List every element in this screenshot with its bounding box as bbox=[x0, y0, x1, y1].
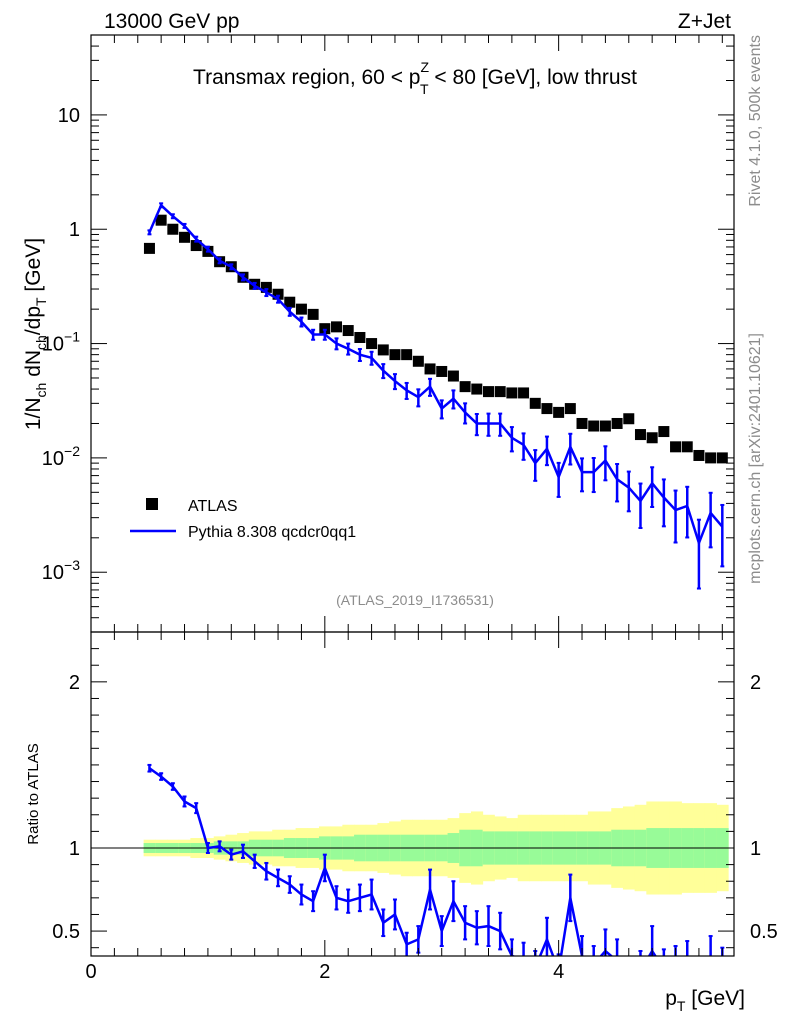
atlas-data-point bbox=[424, 363, 436, 375]
atlas-data-point bbox=[436, 365, 448, 377]
main-y-tick-label: 10−1 bbox=[42, 329, 80, 356]
atlas-data-point bbox=[143, 242, 155, 254]
ratio-frame bbox=[90, 631, 735, 957]
atlas-data-point bbox=[646, 432, 658, 444]
atlas-data-point bbox=[319, 323, 331, 335]
atlas-data-point bbox=[354, 331, 366, 343]
main-panel: 10−3 10−2 10−1 1 10 Transmax region, 60 < pZ… bbox=[22, 34, 735, 633]
atlas-data-point bbox=[541, 403, 553, 415]
atlas-data-point bbox=[284, 296, 296, 308]
pythia-series-line bbox=[148, 203, 724, 547]
ratio-panel: 0.5 0.5 1 1 2 2 0 2 4 Ratio to ATLAS pT [GeV] bbox=[25, 631, 778, 1014]
atlas-data-point bbox=[167, 223, 179, 235]
atlas-data-point bbox=[693, 449, 705, 461]
main-y-tick-label: 10−2 bbox=[42, 443, 80, 470]
atlas-data-point bbox=[518, 387, 530, 399]
plot-title: Transmax region, 60 < pZ T < 80 [GeV], lo… bbox=[193, 59, 637, 97]
legend: ATLAS Pythia 8.308 qcdcr0qq1 bbox=[130, 498, 356, 541]
atlas-data-point bbox=[190, 240, 202, 252]
ratio-y-tick-label-right: 1 bbox=[750, 838, 761, 860]
x-axis-label: pT [GeV] bbox=[665, 987, 745, 1014]
atlas-data-point bbox=[272, 288, 284, 300]
atlas-data-point bbox=[634, 429, 646, 441]
title-sup: Z bbox=[420, 59, 429, 75]
atlas-data-point bbox=[295, 303, 307, 315]
atlas-data-point bbox=[447, 370, 459, 382]
main-y-axis-label: 1/Nch dNch/dpT [GeV] bbox=[22, 238, 49, 430]
atlas-data-point bbox=[506, 387, 518, 399]
atlas-data-point bbox=[576, 417, 588, 429]
atlas-data-point bbox=[307, 308, 319, 320]
x-tick-label: 4 bbox=[553, 961, 564, 983]
header-process: Z+Jet bbox=[678, 10, 731, 33]
atlas-data-point bbox=[366, 338, 378, 350]
legend-atlas-marker bbox=[146, 498, 158, 510]
main-axes: 10−3 10−2 10−1 1 10 bbox=[42, 34, 734, 633]
atlas-data-point bbox=[260, 281, 272, 293]
atlas-data-point bbox=[179, 231, 191, 243]
atlas-data-point bbox=[705, 452, 717, 464]
title-text: Transmax region, 60 < p bbox=[193, 66, 420, 89]
title-sub: T bbox=[420, 81, 429, 97]
ratio-y-axis-label: Ratio to ATLAS bbox=[25, 743, 42, 844]
ratio-y-tick-label-right: 0.5 bbox=[750, 921, 778, 943]
main-y-tick-label: 1 bbox=[69, 219, 80, 241]
atlas-data-point bbox=[155, 214, 167, 226]
x-tick-label: 0 bbox=[85, 961, 96, 983]
analysis-watermark: (ATLAS_2019_I1736531) bbox=[336, 592, 494, 608]
atlas-data-point bbox=[611, 417, 623, 429]
ratio-y-tick-label-left: 2 bbox=[69, 672, 80, 694]
side-mcplots-label: mcplots.cern.ch [arXiv:2401.10621] bbox=[747, 333, 764, 584]
atlas-data-point bbox=[389, 349, 401, 361]
x-label-sub: T bbox=[677, 998, 686, 1014]
atlas-data-point bbox=[670, 441, 682, 453]
header-energy: 13000 GeV pp bbox=[104, 10, 239, 33]
x-label-main: p bbox=[665, 987, 677, 1010]
atlas-data-point bbox=[331, 321, 343, 333]
side-rivet-label: Rivet 4.1.0, 500k events bbox=[747, 35, 764, 207]
atlas-data-point bbox=[529, 397, 541, 409]
atlas-data-point bbox=[377, 344, 389, 356]
legend-atlas-label: ATLAS bbox=[188, 498, 238, 515]
ratio-y-tick-label-right: 2 bbox=[750, 672, 761, 694]
ratio-axes: 0.5 0.5 1 1 2 2 0 2 4 bbox=[52, 632, 778, 983]
main-y-tick-label: 10 bbox=[58, 105, 80, 127]
atlas-data-point bbox=[342, 325, 354, 337]
ratio-y-tick-label-left: 0.5 bbox=[52, 921, 80, 943]
main-y-tick-label: 10−3 bbox=[42, 557, 80, 584]
atlas-data-point bbox=[599, 420, 611, 432]
atlas-data-point bbox=[494, 386, 506, 398]
atlas-data-point bbox=[553, 406, 565, 418]
atlas-data-point bbox=[459, 381, 471, 393]
atlas-data-point bbox=[658, 426, 670, 438]
svg-text:1/Nch dNch/dpT [GeV]: 1/Nch dNch/dpT [GeV] bbox=[22, 238, 49, 430]
ratio-data-marks bbox=[147, 763, 725, 956]
atlas-data-point bbox=[588, 420, 600, 432]
main-data-marks bbox=[143, 202, 728, 590]
atlas-data-point bbox=[681, 441, 693, 453]
title-tail: < 80 [GeV], low thrust bbox=[429, 66, 638, 89]
x-tick-label: 2 bbox=[319, 961, 330, 983]
ratio-series-line bbox=[148, 767, 657, 956]
atlas-data-point bbox=[623, 413, 635, 425]
x-label-tail: [GeV] bbox=[685, 987, 745, 1010]
legend-pythia-label: Pythia 8.308 qcdcr0qq1 bbox=[188, 524, 356, 541]
ratio-y-tick-label-left: 1 bbox=[69, 838, 80, 860]
atlas-data-point bbox=[401, 349, 413, 361]
atlas-data-point bbox=[412, 355, 424, 367]
atlas-data-point bbox=[471, 383, 483, 395]
atlas-data-point bbox=[564, 403, 576, 415]
main-frame bbox=[90, 34, 735, 633]
atlas-data-point bbox=[482, 386, 494, 398]
